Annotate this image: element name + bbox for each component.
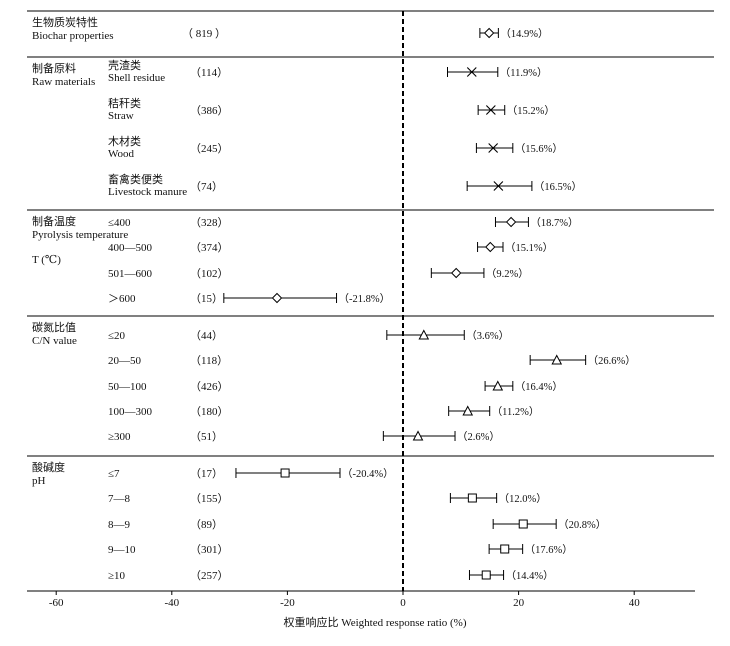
group-label-cn: 生物质炭特性 (32, 15, 98, 29)
row-label-en: Livestock manure (108, 186, 187, 198)
point-marker (418, 329, 430, 340)
row-label: 20—50 (108, 355, 142, 367)
row-label: 400—500 (108, 242, 153, 254)
point-marker (485, 105, 496, 115)
row-label-cn: 畜禽类便类 (108, 172, 163, 186)
point-marker (481, 570, 491, 580)
value-label: （-21.8%） (339, 293, 391, 305)
sample-size: （180） (190, 405, 229, 418)
row-label: ≤7 (108, 468, 120, 480)
point-marker (488, 143, 499, 153)
value-label: （15.2%） (507, 105, 555, 117)
row-label: 9—10 (108, 544, 136, 556)
value-label: （14.9%） (500, 28, 548, 40)
row-label-en: Shell residue (108, 72, 165, 84)
sample-size: （386） (190, 104, 229, 117)
sample-size: （89） (190, 518, 223, 531)
x-tick-label: 40 (629, 597, 641, 609)
row-label-en: Straw (108, 110, 134, 122)
row-label: ≤20 (108, 330, 126, 342)
row-label: ≤400 (108, 217, 131, 229)
value-label: （3.6%） (466, 330, 509, 342)
row-label: 100—300 (108, 406, 153, 418)
point-marker (280, 468, 290, 478)
sample-size: （114） (190, 66, 228, 79)
group-label-en: T (℃) (32, 254, 61, 266)
group-label-en: pH (32, 475, 46, 487)
group-label-cn: 制备温度 (32, 214, 76, 228)
sample-size: （301） (190, 543, 229, 556)
value-label: （-20.4%） (342, 468, 394, 480)
group-label-cn: 碳氮比值 (32, 320, 76, 334)
group-label-en: Raw materials (32, 76, 95, 88)
value-label: （12.0%） (499, 493, 547, 505)
sample-size: （17） (190, 467, 223, 480)
point-marker (467, 493, 477, 503)
value-label: （17.6%） (525, 544, 573, 556)
value-label: （9.2%） (486, 268, 529, 280)
row-label-en: Wood (108, 148, 135, 160)
value-label: （15.6%） (515, 143, 563, 155)
point-marker (492, 380, 504, 391)
value-label: （18.7%） (530, 217, 578, 229)
point-marker (450, 267, 462, 279)
x-tick-label: -60 (49, 597, 64, 609)
value-label: （26.6%） (588, 355, 636, 367)
value-label: （15.1%） (505, 242, 553, 254)
sample-size: （ 819 ） (182, 27, 226, 40)
x-tick-label: 0 (400, 597, 406, 609)
sample-size: （102） (190, 267, 229, 280)
row-label: ≥300 (108, 431, 131, 443)
row-label: 50—100 (108, 381, 147, 393)
x-tick-label: -40 (164, 597, 179, 609)
row-label: ≥10 (108, 570, 126, 582)
point-marker (412, 430, 424, 441)
sample-size: （374） (190, 241, 229, 254)
sample-size: （15） (190, 292, 223, 305)
row-label-cn: 木材类 (108, 134, 141, 148)
point-marker (485, 241, 496, 253)
sample-size: （257） (190, 569, 229, 582)
x-axis-label: 权重响应比 Weighted response ratio (%) (283, 615, 466, 629)
sample-size: （155） (190, 492, 229, 505)
row-label: 8—9 (108, 519, 131, 531)
x-tick-label: -20 (280, 597, 295, 609)
value-label: （16.5%） (534, 181, 582, 193)
sample-size: （74） (190, 180, 223, 193)
row-label-cn: 秸秆类 (108, 96, 141, 110)
point-marker (500, 544, 510, 554)
group-label-en: Biochar properties (32, 30, 114, 42)
value-label: （14.4%） (506, 570, 554, 582)
point-marker (518, 519, 528, 529)
row-label: 501—600 (108, 268, 153, 280)
point-marker (505, 216, 517, 228)
x-tick-label: 20 (513, 597, 525, 609)
value-label: （11.2%） (492, 406, 540, 418)
point-marker (466, 67, 477, 77)
point-marker (493, 181, 504, 191)
row-label: ＞600 (108, 293, 136, 305)
value-label: （16.4%） (515, 381, 563, 393)
sample-size: （426） (190, 380, 229, 393)
point-marker (271, 292, 283, 304)
row-label: 7—8 (108, 493, 131, 505)
value-label: （2.6%） (457, 431, 500, 443)
sample-size: （328） (190, 216, 229, 229)
sample-size: （44） (190, 329, 223, 342)
value-label: （20.8%） (558, 519, 606, 531)
point-marker (483, 27, 495, 39)
point-marker (551, 354, 563, 365)
sample-size: （245） (190, 142, 229, 155)
point-marker (462, 405, 474, 416)
group-label-cn: 制备原料 (32, 61, 76, 75)
sample-size: （51） (190, 430, 223, 443)
sample-size: （118） (190, 354, 228, 367)
row-label-cn: 壳渣类 (108, 58, 141, 72)
value-label: （11.9%） (500, 67, 548, 79)
group-label-cn: 酸碱度 (32, 460, 65, 474)
group-label-en: Pyrolysis temperature (32, 229, 128, 241)
group-label-en: C/N value (32, 335, 77, 347)
